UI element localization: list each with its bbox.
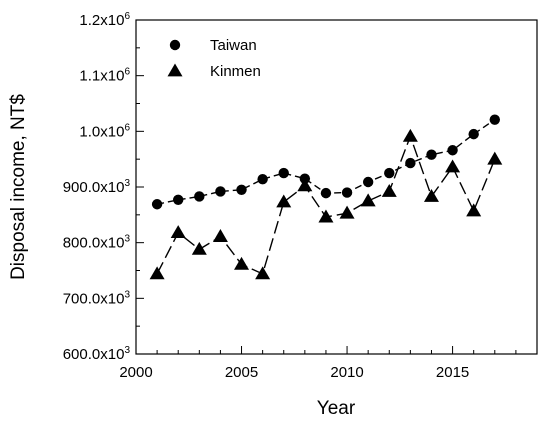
- x-axis-title: Year: [317, 398, 356, 419]
- series-taiwan: [151, 114, 500, 210]
- y-tick-mantissa: 1.1x10: [79, 68, 124, 85]
- y-tick-label: 1.1x106: [79, 67, 130, 85]
- data-point-taiwan: [320, 187, 332, 199]
- y-tick-label: 1.0x106: [79, 122, 130, 140]
- y-tick-mantissa: 900.0x10: [63, 179, 125, 196]
- data-point-taiwan: [362, 176, 374, 188]
- y-tick-label: 900.0x103: [63, 178, 131, 196]
- data-point-kinmen: [466, 203, 482, 217]
- data-point-kinmen: [423, 188, 439, 202]
- data-point-kinmen: [191, 241, 207, 255]
- data-point-taiwan: [447, 145, 458, 156]
- data-point-kinmen: [445, 159, 461, 173]
- y-tick-exponent: 6: [124, 67, 130, 78]
- data-point-kinmen: [297, 178, 313, 192]
- data-point-kinmen: [318, 209, 334, 223]
- data-point-taiwan: [384, 167, 395, 179]
- data-point-kinmen: [360, 193, 376, 207]
- data-point-taiwan: [236, 184, 247, 195]
- y-axis-ticks: 600.0x103700.0x103800.0x103900.0x1031.0x…: [63, 11, 144, 363]
- data-point-kinmen: [170, 225, 186, 239]
- data-point-taiwan: [341, 187, 353, 198]
- y-tick-mantissa: 700.0x10: [63, 290, 125, 307]
- x-tick-label: 2010: [330, 364, 363, 381]
- legend-label-kinmen: Kinmen: [210, 63, 261, 80]
- y-tick-mantissa: 1.0x10: [79, 123, 124, 140]
- data-point-kinmen: [381, 183, 397, 197]
- y-tick-mantissa: 800.0x10: [63, 235, 125, 252]
- x-tick-label: 2000: [119, 364, 152, 381]
- data-point-taiwan: [194, 191, 205, 202]
- series-kinmen: [149, 128, 503, 280]
- y-tick-label: 1.2x106: [79, 11, 130, 29]
- y-tick-label: 700.0x103: [63, 289, 131, 307]
- y-axis-title: Disposal income, NT$: [8, 94, 29, 280]
- data-point-kinmen: [234, 256, 250, 270]
- x-tick-label: 2005: [225, 364, 258, 381]
- y-tick-label: 600.0x103: [63, 345, 131, 363]
- x-axis-ticks: 2000 2005 2010 2015: [119, 346, 517, 381]
- legend-label-taiwan: Taiwan: [210, 37, 257, 54]
- plot-frame: [135, 19, 538, 355]
- data-point-taiwan: [426, 149, 437, 160]
- y-tick-exponent: 6: [124, 122, 130, 133]
- y-tick-label: 800.0x103: [63, 234, 131, 252]
- y-tick-exponent: 3: [124, 289, 130, 300]
- y-tick-mantissa: 1.2x10: [79, 12, 124, 29]
- data-point-taiwan: [405, 157, 416, 169]
- y-tick-exponent: 3: [124, 178, 130, 189]
- data-point-taiwan: [173, 194, 184, 206]
- data-point-kinmen: [149, 266, 165, 280]
- data-point-kinmen: [402, 128, 418, 142]
- y-tick-exponent: 3: [124, 234, 130, 245]
- data-point-taiwan: [468, 128, 479, 140]
- y-tick-exponent: 6: [124, 11, 130, 22]
- data-point-kinmen: [212, 229, 228, 242]
- data-point-kinmen: [276, 194, 292, 208]
- legend: Taiwan Kinmen: [167, 37, 261, 80]
- data-point-kinmen: [255, 266, 271, 280]
- data-point-kinmen: [339, 205, 355, 219]
- y-tick-exponent: 3: [124, 345, 130, 356]
- data-point-taiwan: [151, 199, 163, 210]
- y-tick-mantissa: 600.0x10: [63, 346, 125, 363]
- data-point-taiwan: [257, 174, 268, 185]
- legend-marker-taiwan: [169, 39, 181, 51]
- x-tick-label: 2015: [436, 364, 469, 381]
- series-layer: [149, 114, 503, 280]
- data-point-kinmen: [487, 151, 503, 165]
- data-point-taiwan: [489, 114, 500, 125]
- data-point-taiwan: [215, 186, 226, 197]
- legend-marker-kinmen: [167, 63, 183, 77]
- series-line-kinmen: [156, 134, 496, 275]
- data-point-taiwan: [278, 167, 289, 179]
